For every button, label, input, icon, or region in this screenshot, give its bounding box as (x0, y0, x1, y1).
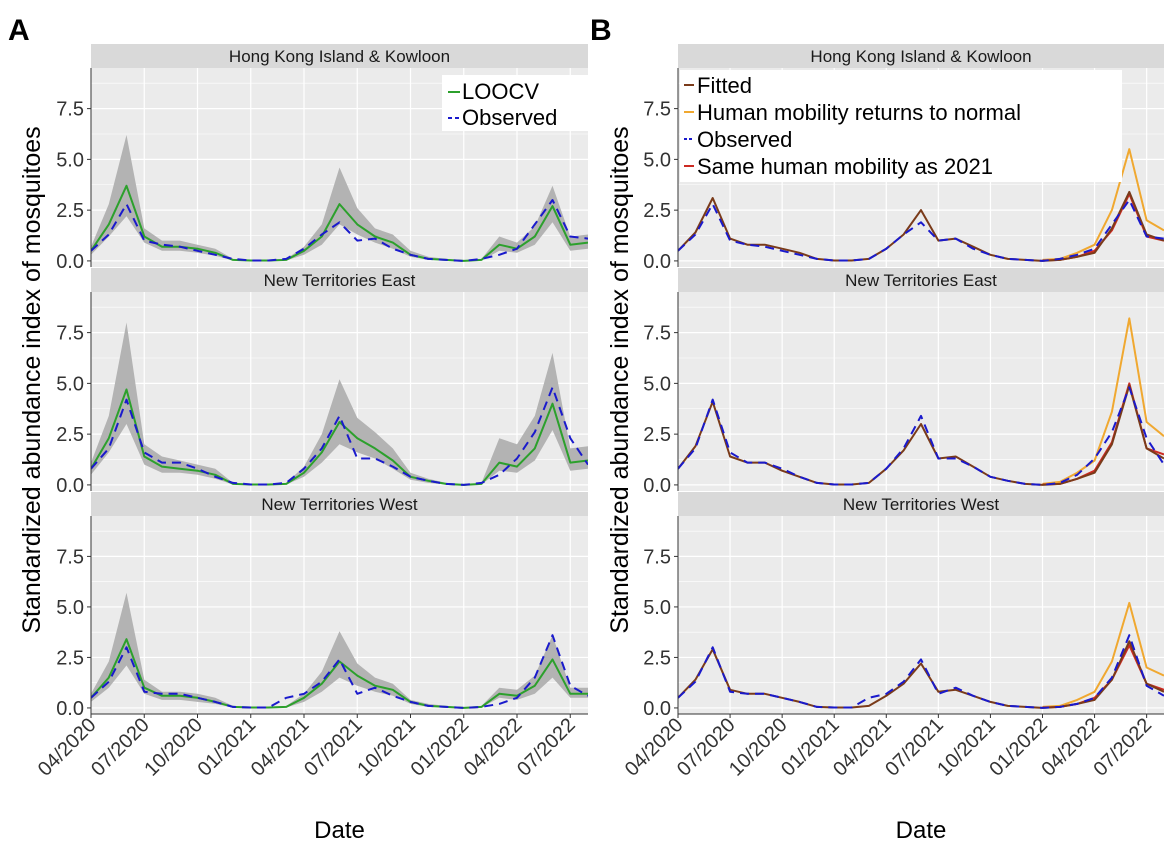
x-axis-title: Date (896, 817, 947, 844)
y-tick-label: 5.0 (643, 373, 671, 395)
series-line-human-mobility-returns-to-normal (1042, 601, 1164, 708)
facet-title: New Territories West (261, 495, 417, 514)
legend-label: Observed (697, 127, 792, 152)
series-line-observed (678, 634, 1164, 709)
y-tick-label: 2.5 (643, 200, 671, 222)
plot-background (91, 516, 588, 714)
series-line-observed (91, 386, 588, 486)
series-line-human-mobility-returns-to-normal (1042, 317, 1164, 485)
y-tick-label: 5.0 (56, 597, 84, 619)
x-tick-label: 07/2020 (87, 714, 154, 781)
series-group (91, 135, 588, 262)
legend-label: Observed (462, 105, 557, 130)
series-group (678, 601, 1164, 709)
x-tick-label: 04/2020 (34, 714, 101, 781)
y-tick-label: 7.5 (56, 323, 84, 345)
y-axis-title: Standardized abundance index of mosquito… (18, 126, 46, 633)
series-line-observed (678, 386, 1164, 486)
facet-title: Hong Kong Island & Kowloon (229, 47, 450, 66)
facet-3: New Territories West 0.0 2.5 5.0 7.5 (643, 492, 1164, 720)
facet-strip (91, 268, 588, 292)
plot-background (678, 292, 1164, 491)
y-tick-label: 0.0 (56, 698, 84, 720)
x-tick-label: 01/2022 (407, 714, 474, 781)
y-axis-title: Standardized abundance index of mosquito… (606, 126, 634, 633)
y-tick-label: 2.5 (643, 424, 671, 446)
y-tick-label: 2.5 (56, 424, 84, 446)
facet-strip (91, 492, 588, 516)
facet-strip (678, 44, 1164, 68)
series-line-fitted (678, 190, 1164, 262)
facet-title: New Territories West (843, 495, 999, 514)
y-tick-label: 7.5 (56, 546, 84, 568)
legend-box (442, 75, 588, 131)
y-tick-label: 2.5 (643, 647, 671, 669)
x-tick-label: 04/2022 (460, 714, 527, 781)
x-axis-title: Date (314, 817, 365, 844)
facet-title: New Territories East (845, 271, 997, 290)
x-tick-label: 07/2022 (513, 714, 580, 781)
y-tick-label: 0.0 (56, 475, 84, 497)
interval-band (91, 322, 588, 485)
x-tick-label: 01/2021 (194, 714, 261, 781)
series-group (678, 148, 1164, 262)
interval-band (91, 592, 588, 708)
series-group (91, 592, 588, 709)
legend-box (680, 70, 1122, 182)
y-tick-label: 7.5 (643, 546, 671, 568)
y-tick-label: 7.5 (643, 99, 671, 121)
plot-background (678, 516, 1164, 714)
legend-label: Human mobility returns to normal (697, 100, 1021, 125)
legend-label: LOOCV (462, 79, 539, 104)
x-tick-label: 10/2020 (140, 714, 207, 781)
y-tick-label: 5.0 (643, 149, 671, 171)
y-tick-label: 5.0 (56, 149, 84, 171)
y-tick-label: 5.0 (643, 597, 671, 619)
panel-label: A (8, 14, 30, 47)
facet-3: New Territories West 0.0 2.5 5.0 7.5 (56, 492, 588, 720)
facet-title: New Territories East (264, 271, 416, 290)
x-tick-label: 07/2022 (1090, 714, 1157, 781)
facet-strip (678, 268, 1164, 292)
series-group (91, 322, 588, 486)
facet-2: New Territories East 0.0 2.5 5.0 7.5 (56, 268, 588, 497)
y-tick-label: 2.5 (56, 200, 84, 222)
facet-strip (678, 492, 1164, 516)
series-line-loocv (91, 638, 588, 709)
facet-2: New Territories East 0.0 2.5 5.0 7.5 (643, 268, 1164, 497)
series-line-observed (678, 199, 1164, 262)
y-tick-label: 0.0 (643, 251, 671, 273)
y-tick-label: 0.0 (643, 698, 671, 720)
series-line-observed (91, 634, 588, 709)
facet-strip (91, 44, 588, 68)
y-tick-label: 0.0 (56, 251, 84, 273)
y-tick-label: 5.0 (56, 373, 84, 395)
facet-title: Hong Kong Island & Kowloon (810, 47, 1031, 66)
x-tick-label: 07/2021 (300, 714, 367, 781)
legend-label: Fitted (697, 73, 752, 98)
y-tick-label: 2.5 (56, 647, 84, 669)
legend-label: Same human mobility as 2021 (697, 154, 993, 179)
series-line-loocv (91, 388, 588, 486)
y-tick-label: 7.5 (56, 99, 84, 121)
series-line-loocv (91, 184, 588, 262)
y-tick-label: 0.0 (643, 475, 671, 497)
panel-label: B (590, 14, 612, 47)
series-line-observed (91, 199, 588, 262)
series-group (678, 317, 1164, 486)
interval-band (91, 135, 588, 261)
x-tick-label: 10/2021 (353, 714, 420, 781)
y-tick-label: 7.5 (643, 323, 671, 345)
x-tick-label: 04/2021 (247, 714, 314, 781)
